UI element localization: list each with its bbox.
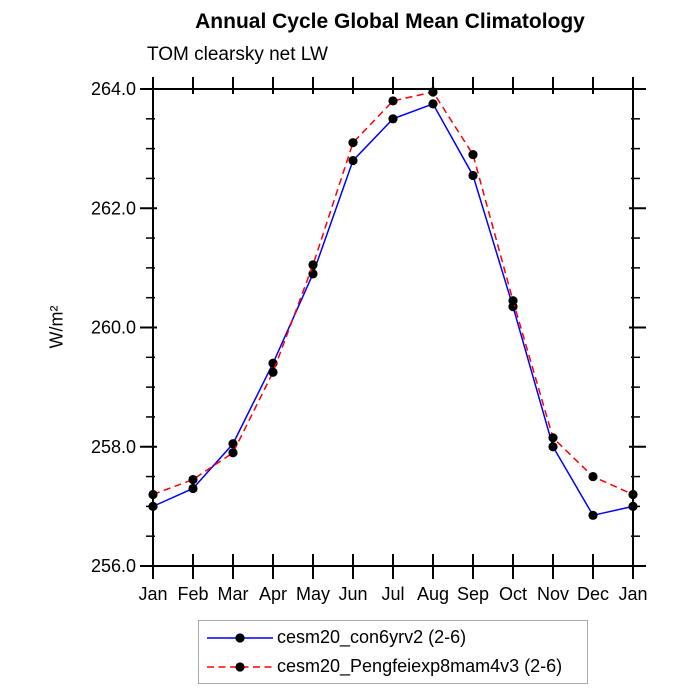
- y-tick-label: 256.0: [91, 556, 136, 576]
- data-point-s0-Jun: [348, 155, 358, 166]
- data-point-s0-Nov: [548, 442, 558, 452]
- x-tick-label: Oct: [499, 584, 527, 604]
- legend-line-sample-solid-icon: [207, 632, 273, 643]
- data-point-s1-Jul: [388, 96, 398, 106]
- data-point-s0-Aug: [428, 99, 438, 109]
- legend: cesm20_con6yrv2 (2-6) cesm20_Pengfeiexp8…: [198, 620, 588, 684]
- data-point-s0-Feb: [188, 483, 198, 494]
- data-point-s0-Jul: [388, 114, 398, 124]
- plot-area: Jan Feb Mar Apr May Jun Jul Aug Sep Oct Nov Dec Jan2…: [91, 77, 648, 604]
- series-line-1: [152, 91, 634, 496]
- chart-subtitle: TOM clearsky net LW: [147, 44, 328, 65]
- y-tick-label: 260.0: [91, 318, 136, 338]
- chart-title: Annual Cycle Global Mean Climatology: [195, 10, 585, 33]
- data-point-s1-Jun: [348, 138, 358, 148]
- data-point-s1-May: [308, 260, 318, 270]
- data-point-s0-Mar: [228, 439, 238, 449]
- data-point-s1-Oct: [508, 296, 518, 306]
- data-point-s1-Mar: [228, 448, 238, 458]
- x-tick-label: Mar: [218, 584, 249, 604]
- data-point-s0-Jan: [628, 501, 638, 511]
- data-point-s1-Sep: [468, 149, 478, 160]
- legend-sample-marker-0: [235, 632, 245, 643]
- data-point-s1-Dec: [588, 471, 598, 482]
- x-tick-label: Feb: [177, 584, 208, 604]
- legend-row-series-0: cesm20_con6yrv2 (2-6): [199, 623, 587, 652]
- x-tick-label: Sep: [457, 584, 489, 604]
- data-point-s1-Aug: [428, 87, 438, 97]
- x-tick-label: Jul: [381, 584, 404, 604]
- data-point-s1-Jan: [148, 489, 158, 500]
- legend-sample-marker-1: [235, 661, 245, 672]
- data-point-s1-Nov: [548, 433, 558, 443]
- legend-line-sample-dashed-icon: [207, 661, 273, 672]
- data-point-s1-Jan: [628, 489, 638, 500]
- x-tick-label: Apr: [259, 584, 287, 604]
- x-tick-label: May: [296, 584, 330, 604]
- x-tick-label: Jan: [618, 584, 647, 604]
- x-tick-label: Jan: [138, 584, 167, 604]
- legend-label-series-0: cesm20_con6yrv2 (2-6): [277, 627, 467, 647]
- data-point-s1-Feb: [188, 474, 198, 485]
- plot-frame: [152, 88, 634, 567]
- data-point-s0-Dec: [588, 510, 598, 520]
- data-point-s0-May: [308, 269, 318, 279]
- y-tick-label: 258.0: [91, 437, 136, 457]
- y-tick-label: 264.0: [91, 79, 136, 99]
- data-point-s1-Apr: [268, 367, 278, 377]
- x-tick-label: Dec: [577, 584, 609, 604]
- x-tick-label: Aug: [417, 584, 449, 604]
- y-tick-label: 262.0: [91, 198, 136, 218]
- legend-label-series-1: cesm20_Pengfeiexp8mam4v3 (2-6): [277, 656, 563, 676]
- x-tick-label: Nov: [537, 584, 569, 604]
- series-line-0: [152, 102, 634, 517]
- data-point-s0-Sep: [468, 170, 478, 181]
- legend-row-series-1: cesm20_Pengfeiexp8mam4v3 (2-6): [199, 652, 587, 681]
- data-point-s0-Jan: [148, 501, 158, 511]
- x-tick-label: Jun: [338, 584, 367, 604]
